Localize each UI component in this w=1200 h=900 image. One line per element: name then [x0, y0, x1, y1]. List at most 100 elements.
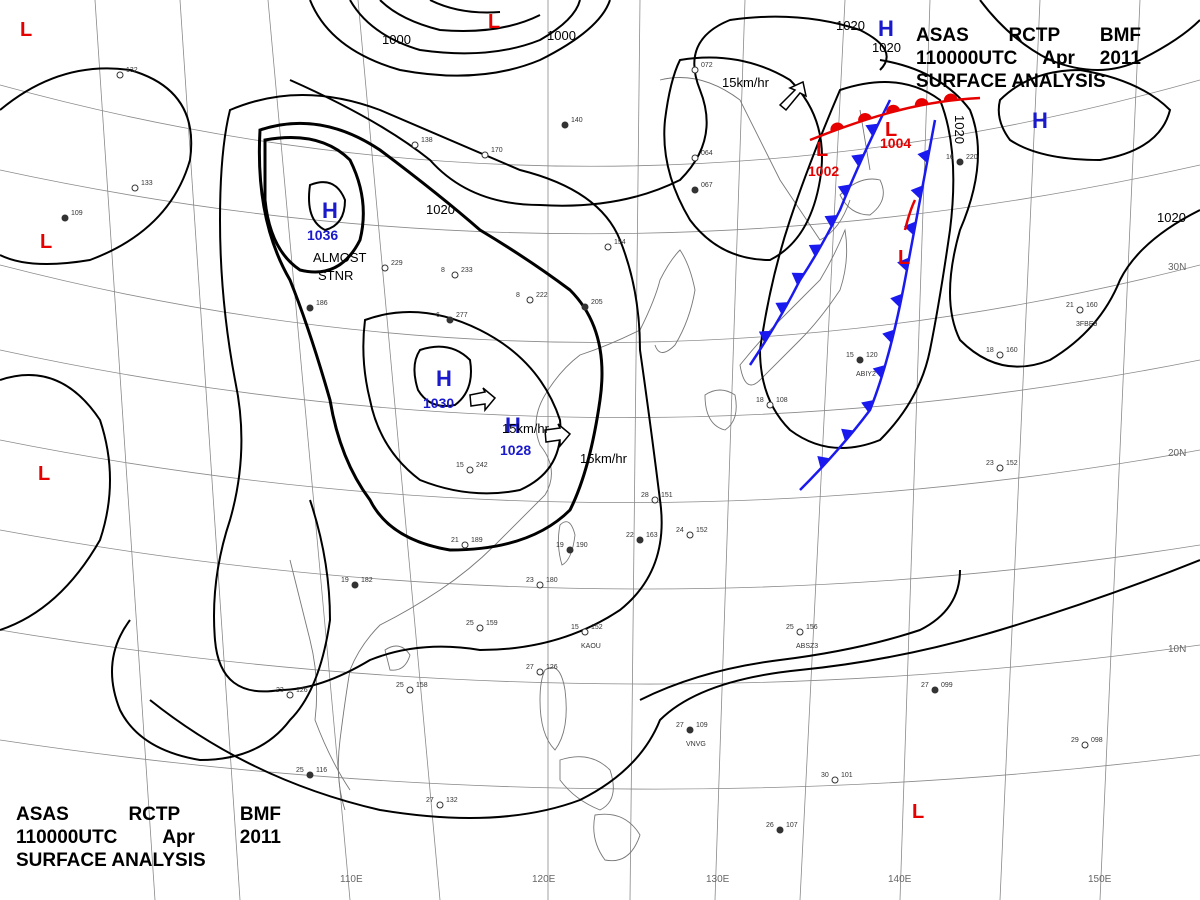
station-circle	[461, 541, 469, 549]
station-circle	[636, 536, 644, 544]
station-circle	[446, 316, 454, 324]
cold-front-tooth-1-5	[808, 244, 822, 257]
station-pressure: 109	[696, 722, 708, 729]
station-pressure: 132	[126, 67, 138, 74]
station-temperature: 23	[986, 460, 994, 467]
low-1004-value: 1004	[880, 135, 911, 151]
station-pressure: 101	[841, 772, 853, 779]
station-temperature: 18	[986, 347, 994, 354]
station-plot: 170	[481, 147, 503, 159]
isobar-labels: 1000 1000 1020 1020 1020 1020 1020	[382, 18, 1186, 225]
station-circle	[1081, 741, 1089, 749]
station-plot: 152 15 KAOU	[571, 624, 603, 650]
isobar-label-1020-a: 1020	[426, 202, 455, 217]
parallel-35n	[0, 164, 1200, 235]
isobar-label-1020-b: 1020	[836, 18, 865, 33]
title-top-product: SURFACE ANALYSIS	[916, 71, 1106, 92]
station-circle	[411, 141, 419, 149]
station-pressure: 154	[614, 239, 626, 246]
station-plot: 189 21	[451, 537, 483, 549]
isobar-north-low-3	[379, 0, 541, 32]
station-pressure: 067	[701, 182, 713, 189]
station-pressure: 156	[806, 624, 818, 631]
station-pressure: 132	[446, 797, 458, 804]
isobar-north-low-2	[349, 0, 581, 55]
station-temperature: 30	[821, 772, 829, 779]
high-1036-letter: H	[322, 198, 338, 223]
station-temperature: 21	[451, 537, 459, 544]
parallel-15n	[0, 529, 1200, 590]
station-temperature: 27	[676, 722, 684, 729]
station-temperature: 29	[1071, 737, 1079, 744]
station-pressure: 126	[546, 664, 558, 671]
station-circle	[691, 66, 699, 74]
cold-front-tooth-0-4	[897, 257, 910, 272]
meridian-125e	[629, 0, 641, 900]
station-temperature: 28	[641, 492, 649, 499]
warm-front-bump-3	[886, 104, 901, 114]
station-pressure: 116	[316, 767, 327, 774]
station-pressure: 107	[786, 822, 798, 829]
station-circle	[561, 121, 569, 129]
title-top-code: BMF	[1099, 25, 1141, 46]
isobar-high-1036-ring	[263, 136, 365, 274]
station-plot: 140	[561, 117, 583, 129]
motion-arrows	[469, 80, 808, 449]
low-1002-value: 1002	[808, 163, 839, 179]
station-pressure: 072	[701, 62, 713, 69]
cold-front-tooth-1-7	[775, 302, 789, 315]
station-circle	[436, 801, 444, 809]
cold-front-tooth-0-5	[890, 293, 903, 308]
station-circle	[581, 303, 589, 311]
isobar-label-1020-d: 1020	[1157, 210, 1186, 225]
low-north-letter: L	[488, 11, 500, 33]
station-plot: 205	[581, 299, 603, 311]
title-top-time: 110000UTC	[916, 48, 1018, 69]
warm-front	[809, 93, 981, 231]
station-pressure: 233	[461, 267, 473, 274]
station-plot: 152 23	[986, 460, 1018, 472]
station-circle	[526, 296, 534, 304]
grid-labels: 110E 120E 130E 140E 150E 30N 20N 10N	[340, 262, 1186, 885]
station-temperature: 27	[526, 664, 534, 671]
title-top-station: RCTP	[1008, 25, 1061, 46]
title-bottom-month: Apr	[162, 827, 195, 848]
arrow-japan-low	[778, 80, 808, 112]
title-top-source: ASAS	[916, 25, 969, 46]
high-1028-value: 1028	[500, 442, 531, 458]
isobar-japan-low-inner	[663, 56, 823, 262]
isobar-west-south	[0, 374, 111, 631]
high-1036-value: 1036	[307, 227, 338, 243]
station-plot: 233 8	[441, 267, 473, 279]
station-pressure: 186	[316, 300, 328, 307]
station-pressure: 109	[71, 210, 83, 217]
station-temperature: 25	[466, 620, 474, 627]
station-circle	[286, 691, 294, 699]
lon-label-120e: 120E	[532, 874, 556, 885]
station-pressure: 160	[1006, 347, 1018, 354]
chart-title-top: ASAS RCTP BMF 110000UTC Apr 2011 SURFACE…	[916, 24, 1141, 93]
station-circle	[536, 581, 544, 589]
station-circle	[831, 776, 839, 784]
isobar-east-low-ring	[758, 81, 955, 449]
station-plot: 138	[411, 137, 433, 149]
station-temperature: 19	[341, 577, 349, 584]
lon-label-110e: 110E	[340, 874, 363, 885]
station-circle	[451, 271, 459, 279]
isobar-north-low-4	[429, 0, 501, 14]
warm-front-segment	[903, 199, 917, 231]
station-pressure: 152	[1006, 460, 1018, 467]
station-circle	[116, 71, 124, 79]
high-1030-letter: H	[436, 366, 452, 391]
station-temperature: 18	[756, 397, 764, 404]
station-circle	[481, 151, 489, 159]
station-circle	[406, 686, 414, 694]
high-1028-letter: H	[505, 413, 521, 438]
station-pressure: 151	[661, 492, 673, 499]
station-plot: 160 18	[986, 347, 1018, 359]
station-plot: 152 24	[676, 527, 708, 539]
station-plot: 126 23	[276, 687, 308, 699]
station-temperature: 19	[556, 542, 564, 549]
station-temperature: 25	[396, 682, 404, 689]
